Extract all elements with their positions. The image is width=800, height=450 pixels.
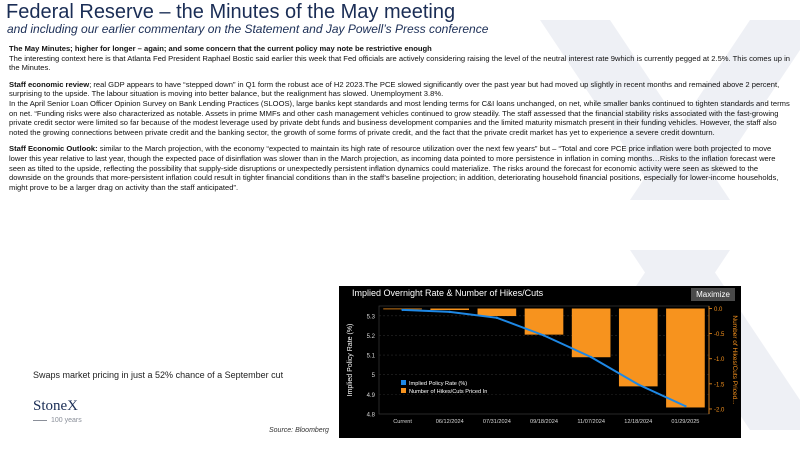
x-tick-label: 11/07/2024 [577, 419, 605, 425]
right-axis-title: Number of Hikes/Cuts Priced... [731, 315, 738, 404]
page-subtitle: and including our earlier commentary on … [7, 22, 489, 36]
bloomberg-chart-panel: 5.3 5.2 5.1 5 4.9 4.8 0.0 -0.5 -1.0 -1.5 -2.0 Curre… [339, 286, 741, 438]
swaps-caption: Swaps market pricing in just a 52% chanc… [33, 370, 284, 380]
chart-title: Implied Overnight Rate & Number of Hikes… [352, 288, 544, 298]
implied-rate-point [684, 404, 687, 408]
x-tick-label: 06/12/2024 [436, 419, 464, 425]
implied-rate-point [589, 355, 593, 359]
left-tick-label: 5.2 [367, 334, 376, 340]
left-tick-label: 5 [372, 373, 376, 379]
logo-tagline: 100 years [33, 417, 82, 424]
implied-rate-point [495, 316, 499, 319]
tagline-text: 100 years [51, 417, 82, 424]
implied-rate-point [448, 310, 451, 314]
p2-text-b: In the April Senior Loan Officer Opinion… [9, 98, 790, 137]
hikes-cuts-bar [571, 308, 611, 358]
implied-rate-point [637, 383, 640, 386]
legend-swatch-hikes [401, 388, 406, 393]
implied-rate-point [542, 334, 546, 337]
stonex-logo: StoneX [33, 398, 78, 414]
hikes-cuts-bar [477, 308, 517, 317]
p3-heading: Staff Economic Outlook: [9, 144, 98, 154]
p2-paragraph: Staff economic review; real GDP appears … [9, 80, 791, 99]
x-tick-label: Current [393, 419, 412, 425]
right-tick-label: -0.5 [714, 332, 725, 338]
hikes-cuts-bar [618, 308, 658, 387]
p3-paragraph: Staff Economic Outlook: similar to the M… [9, 144, 791, 192]
chart-canvas: 5.3 5.2 5.1 5 4.9 4.8 0.0 -0.5 -1.0 -1.5 -2.0 Curre… [347, 305, 738, 425]
left-tick-label: 5.3 [367, 314, 376, 320]
x-tick-label: 07/31/2024 [483, 419, 511, 425]
p3-text: similar to the March projection, with th… [9, 144, 779, 192]
right-tick-label: -2.0 [714, 407, 725, 413]
tagline-rule [33, 419, 47, 421]
p1-text: The interesting context here is that Atl… [9, 53, 791, 73]
hikes-cuts-bar [666, 308, 705, 408]
legend-swatch-rate [401, 380, 406, 385]
right-tick-label: -1.0 [714, 357, 725, 363]
p2-heading: Staff economic review [9, 79, 90, 89]
page-title: Federal Reserve – the Minutes of the May… [6, 1, 456, 23]
left-tick-label: 4.9 [367, 393, 376, 399]
x-tick-label: 01/29/2025 [671, 419, 699, 425]
hikes-cuts-bar [430, 308, 470, 311]
p2-text: ; real GDP appears to have “stepped down… [9, 79, 780, 99]
p1-heading: The May Minutes; higher for longer – aga… [9, 44, 432, 53]
x-tick-label: 12/18/2024 [624, 419, 652, 425]
x-tick-label: 09/18/2024 [530, 419, 558, 425]
commentary-body: The May Minutes; higher for longer – aga… [9, 44, 791, 192]
implied-rate-point [401, 308, 404, 312]
left-tick-label: 5.1 [367, 354, 376, 360]
legend-label-hikes: Number of Hikes/Cuts Priced In [409, 389, 487, 395]
left-axis-title: Implied Policy Rate (%) [347, 324, 354, 397]
right-tick-label: 0.0 [714, 307, 723, 313]
right-tick-label: -1.5 [714, 382, 725, 388]
left-tick-label: 4.8 [367, 413, 376, 419]
maximize-button[interactable]: Maximize [691, 288, 735, 301]
chart-source: Source: Bloomberg [269, 427, 329, 434]
legend-label-rate: Implied Policy Rate (%) [409, 381, 467, 387]
